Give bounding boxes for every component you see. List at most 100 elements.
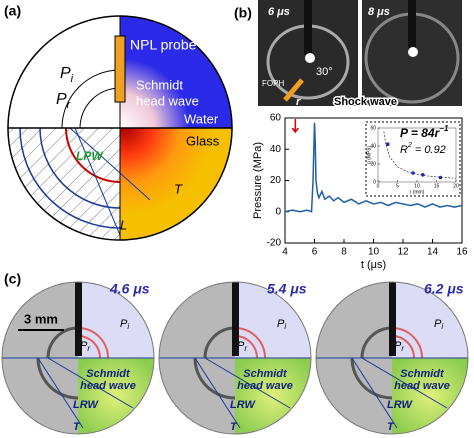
symbol: P — [80, 340, 88, 352]
x-tick-label: 6 — [312, 247, 318, 258]
l-label: L — [120, 217, 127, 232]
sub: i — [284, 322, 286, 331]
x-tick-label: 12 — [397, 247, 409, 258]
water-label: Water — [184, 111, 219, 126]
glass-hatch — [8, 128, 120, 240]
rays — [159, 357, 311, 429]
fit-line — [383, 131, 457, 179]
head-wave-label: head wave — [136, 93, 199, 108]
outline — [315, 281, 469, 435]
y-tick-label: -20 — [267, 238, 282, 249]
symbol: P — [434, 318, 442, 330]
angle-label: 30° — [316, 66, 333, 78]
symbol: P — [120, 318, 128, 330]
head-wave-label: Schmidt — [400, 368, 445, 380]
shock-wave-label: Shock wave — [334, 96, 397, 108]
outline — [1, 281, 155, 435]
pr-label: Pr — [56, 91, 72, 111]
rays — [69, 127, 151, 236]
head-wave-label: Schmidt — [136, 77, 183, 92]
probe — [232, 282, 239, 356]
arrival-arrow — [291, 119, 299, 134]
head-wave-label: head wave — [394, 380, 450, 392]
pr-label: Pr — [80, 340, 90, 353]
sub: i — [441, 322, 443, 331]
y-tick-label: 20 — [270, 175, 282, 186]
pressure-line — [284, 122, 463, 213]
inset-frame — [365, 121, 461, 197]
head-wave-label: head wave — [80, 380, 136, 392]
x-axis-label: t (μs) — [361, 259, 386, 271]
equation-text: P = 84r — [400, 126, 441, 140]
r-squared-value: = 0.92 — [412, 144, 446, 156]
symbol: P — [277, 318, 285, 330]
pi-label: Pi — [120, 318, 129, 331]
panel-label: (a) — [4, 3, 21, 19]
blue-arcs — [19, 127, 121, 229]
panel-b: (b) 6 μs 8 μs 30° FOPH r Shock wave 4 6 8 1… — [234, 0, 468, 271]
probe — [389, 282, 396, 356]
t-label: T — [174, 181, 183, 196]
inset-y-tick-label: 0 — [373, 179, 376, 185]
sub: r — [244, 344, 247, 353]
inset-point — [411, 171, 415, 175]
y-tick-label: 0 — [275, 206, 281, 217]
pr-label: Pr — [237, 340, 247, 353]
rays — [316, 357, 468, 429]
x-tick-label: 4 — [282, 247, 288, 258]
inset-x-tick-label: 20 — [453, 183, 459, 189]
inset-y-tick-label: 40 — [370, 143, 376, 149]
equation: P = 84r−1 — [400, 124, 449, 140]
t-label: T — [387, 421, 395, 433]
foph — [283, 78, 304, 102]
glass-label: Glass — [186, 133, 220, 148]
bubble — [408, 47, 418, 57]
y-tick-label: 40 — [270, 144, 282, 155]
inset-y-tick-label: 60 — [370, 125, 376, 131]
head-wave-label: Schmidt — [243, 368, 288, 380]
x-tick-label: 10 — [368, 247, 380, 258]
equation-exp: −1 — [439, 124, 449, 133]
symbol: P — [56, 91, 67, 108]
probe — [75, 282, 82, 356]
sub: r — [67, 99, 72, 111]
sub: r — [401, 344, 404, 353]
inset-x-tick-label: 10 — [414, 183, 420, 189]
photo-arcs — [193, 326, 236, 400]
probe — [304, 0, 312, 55]
lpw-label: LPW — [76, 149, 104, 163]
time-label: 8 μs — [368, 6, 390, 18]
time-label: 6.2 μs — [424, 281, 464, 297]
inset-x-label: r (mm) — [410, 189, 425, 195]
frame — [2, 282, 154, 434]
y-tick-label: 60 — [270, 113, 282, 124]
head-wave-label: Schmidt — [86, 368, 131, 380]
scale-label: 3 mm — [24, 311, 58, 326]
pi-label: Pi — [277, 318, 286, 331]
symbol: P — [394, 340, 402, 352]
time-label: 4.6 μs — [109, 281, 150, 297]
red-arc — [65, 127, 121, 183]
symbol: P — [60, 65, 71, 82]
photo-arcs — [350, 326, 393, 400]
time-label: 5.4 μs — [267, 281, 307, 297]
frame — [159, 282, 311, 434]
t-label: T — [73, 421, 81, 433]
t-label: T — [230, 421, 238, 433]
lrw-label: LRW — [387, 399, 413, 411]
inset-x-tick-label: 0 — [377, 183, 380, 189]
inset-point — [438, 175, 443, 180]
inset-y-tick-label: 20 — [370, 161, 376, 167]
r-squared-exp: 2 — [407, 142, 412, 149]
pr-label: Pr — [394, 340, 404, 353]
outline — [158, 281, 312, 435]
panel-label: (c) — [4, 271, 21, 287]
x-tick-label: 16 — [456, 247, 468, 258]
time-label: 6 μs — [268, 6, 290, 18]
foph-label: FOPH — [262, 79, 284, 88]
sub: r — [87, 344, 90, 353]
pi-label: Pi — [434, 318, 443, 331]
